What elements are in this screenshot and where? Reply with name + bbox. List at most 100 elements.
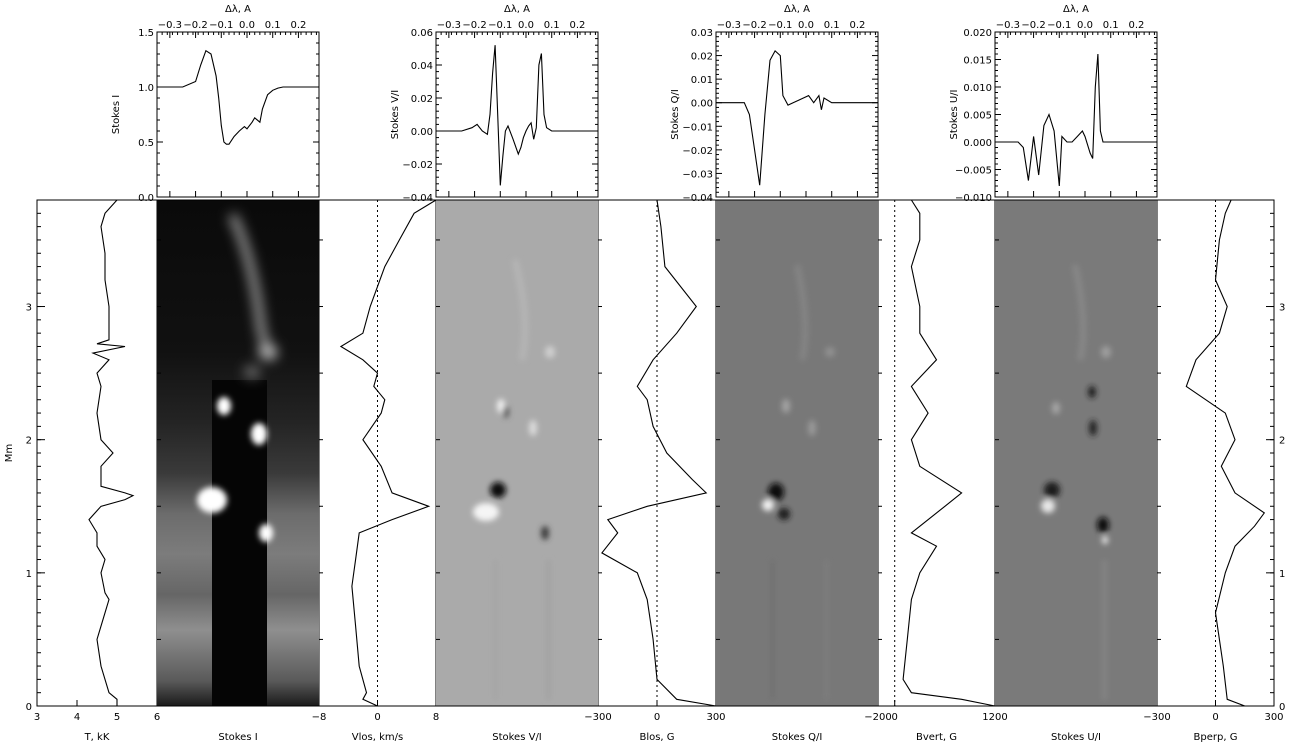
x-axis-label: T, kK <box>84 732 110 743</box>
y-axis-label: Stokes Q/I <box>670 89 681 140</box>
y-tick-label: 0.5 <box>138 138 154 149</box>
blos-vs-height-line <box>601 199 717 707</box>
x-axis-label: Vlos, km/s <box>352 732 403 743</box>
stokes-v-image-label: Stokes V/I <box>492 732 542 743</box>
x-tick-label: −0.3 <box>996 20 1020 31</box>
stokes-i-profile-line <box>157 49 319 145</box>
x-tick-label: −0.2 <box>183 20 207 31</box>
stokes-v-profile-line <box>436 45 598 186</box>
stokes-v-profile-panel: −0.04 −0.02 0.00 0.02 0.04 0.06 −0.3 −0.2 −0.1 0.… <box>390 4 599 204</box>
x-tick-label: −0.3 <box>717 20 741 31</box>
x-tick-label: −0.2 <box>462 20 486 31</box>
height-tick-label-right: 3 <box>1279 303 1285 314</box>
x-tick-label: 0.2 <box>569 20 585 31</box>
x-tick-label: 0.1 <box>1103 20 1119 31</box>
x-tick-label: 6 <box>154 712 160 723</box>
y-tick-label: 1.5 <box>138 28 154 39</box>
y-axis-label: Stokes V/I <box>390 90 401 140</box>
y-tick-label: −0.04 <box>402 193 433 204</box>
x-tick-label: 8 <box>433 712 439 723</box>
y-tick-label: 0.000 <box>963 138 992 149</box>
height-tick-label: 2 <box>26 436 32 447</box>
stokes-v-profile-frame <box>435 31 599 198</box>
x-tick-label: 0 <box>374 712 380 723</box>
x-tick-label: 0.0 <box>518 20 534 31</box>
x-tick-label: 0 <box>1212 712 1218 723</box>
stokes-i-image <box>157 200 319 706</box>
height-tick-label: 1 <box>26 569 32 580</box>
stokes-i-profile-panel: 0.0 0.5 1.0 1.5 −0.3 −0.2 −0.1 0.0 0.1 0.2 Δλ, A St… <box>111 4 320 204</box>
y-tick-label: −0.02 <box>682 146 713 157</box>
y-tick-label: −0.01 <box>682 122 713 133</box>
x-tick-label: −0.1 <box>488 20 512 31</box>
stokes-v-image <box>436 200 598 706</box>
height-tick-label-right: 0 <box>1279 702 1285 713</box>
x-tick-label: 0.2 <box>849 20 865 31</box>
stokes-u-profile-frame <box>994 31 1158 198</box>
y-tick-label: 0.02 <box>411 94 433 105</box>
vlos-vs-height-panel: −8 0 8 Vlos, km/s <box>312 199 439 743</box>
x-axis-label: Δλ, A <box>1063 4 1089 15</box>
x-tick-label: 0.1 <box>824 20 840 31</box>
x-tick-label: 0.1 <box>544 20 560 31</box>
y-axis-label: Stokes U/I <box>949 90 960 140</box>
y-tick-label: 0.02 <box>691 52 713 63</box>
y-tick-label: 0.04 <box>411 61 433 72</box>
x-tick-label: −300 <box>584 712 611 723</box>
x-tick-label: 300 <box>1264 712 1283 723</box>
y-tick-label: 1.0 <box>138 83 154 94</box>
y-tick-label: 0.03 <box>691 28 713 39</box>
x-tick-label: −8 <box>312 712 327 723</box>
y-tick-label: −0.04 <box>682 193 713 204</box>
stokes-u-image-label: Stokes U/I <box>1051 732 1101 743</box>
x-tick-label: 0.0 <box>1077 20 1093 31</box>
bvert-vs-height-panel: −200 0 1200 Bvert, G <box>864 199 1008 743</box>
x-tick-label: 0.0 <box>239 20 255 31</box>
stokes-u-profile-line <box>995 53 1157 187</box>
x-tick-label: 0.2 <box>290 20 306 31</box>
stokes-u-profile-panel: −0.010 −0.005 0.000 0.005 0.010 0.015 0.020 −0.… <box>949 4 1158 204</box>
x-axis-label: Bperp, G <box>1194 732 1238 743</box>
y-tick-label: −0.03 <box>682 169 713 180</box>
blos-vs-height-panel: −300 0 300 Blos, G <box>584 199 726 743</box>
x-tick-label: 3 <box>34 712 40 723</box>
x-tick-label: 4 <box>74 712 80 723</box>
x-tick-label: 1200 <box>982 712 1007 723</box>
y-tick-label: 0.00 <box>691 99 713 110</box>
stokes-q-profile-line <box>716 50 878 186</box>
y-tick-label: 0.015 <box>963 56 992 67</box>
y-tick-label: 0.06 <box>411 28 433 39</box>
temperature-vs-height-line <box>88 199 135 706</box>
height-axis-label: Mm <box>4 444 15 462</box>
y-tick-label: −0.010 <box>955 193 992 204</box>
x-axis-label: Δλ, A <box>225 4 251 15</box>
y-axis-label: Stokes I <box>111 95 122 134</box>
height-tick-label: 3 <box>26 303 32 314</box>
height-tick-label-right: 2 <box>1279 436 1285 447</box>
y-tick-label: 0.020 <box>963 28 992 39</box>
stokes-q-image <box>716 200 878 706</box>
x-axis-label: Bvert, G <box>916 732 957 743</box>
stokes-i-profile-frame <box>156 31 320 198</box>
y-tick-label: −0.005 <box>955 166 992 177</box>
y-tick-label: −0.02 <box>402 160 433 171</box>
x-tick-label: −0.1 <box>768 20 792 31</box>
x-tick-label: 0.2 <box>1128 20 1144 31</box>
x-tick-label: −0.2 <box>1021 20 1045 31</box>
stokes-i-image-label: Stokes I <box>218 732 257 743</box>
x-tick-label: 5 <box>114 712 120 723</box>
x-axis-label: Δλ, A <box>784 4 810 15</box>
x-tick-label: 0.0 <box>798 20 814 31</box>
vlos-vs-height-line <box>339 199 437 707</box>
x-tick-label: 0 <box>892 712 898 723</box>
x-tick-label: −0.3 <box>158 20 182 31</box>
stokes-u-image <box>995 200 1157 706</box>
temperature-vs-height-panel: 3 4 5 6 T, kK <box>34 199 160 743</box>
x-tick-label: −0.3 <box>437 20 461 31</box>
x-tick-label: −0.1 <box>1047 20 1071 31</box>
x-tick-label: 0 <box>654 712 660 723</box>
stokes-q-profile-frame <box>715 31 879 198</box>
x-tick-label: 0.1 <box>265 20 281 31</box>
